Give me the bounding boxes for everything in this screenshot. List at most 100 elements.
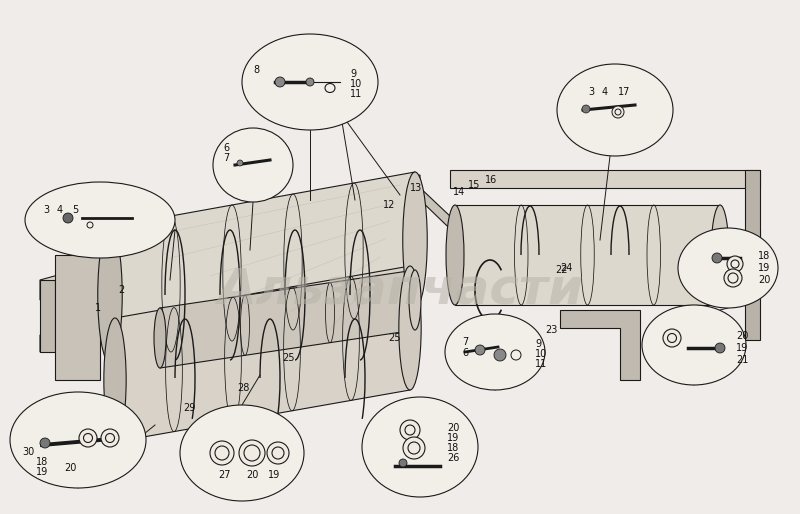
Text: 4: 4 [57, 205, 63, 215]
Text: 25: 25 [282, 353, 294, 363]
Text: 2: 2 [118, 285, 124, 295]
Polygon shape [40, 280, 55, 352]
Text: 19: 19 [447, 433, 459, 443]
Ellipse shape [405, 425, 415, 435]
Circle shape [399, 459, 407, 467]
Polygon shape [110, 172, 415, 363]
Ellipse shape [104, 318, 126, 442]
Ellipse shape [101, 429, 119, 447]
Ellipse shape [667, 334, 677, 342]
Text: 9: 9 [350, 69, 356, 79]
Text: 19: 19 [736, 343, 748, 353]
Ellipse shape [400, 420, 420, 440]
Ellipse shape [402, 172, 427, 308]
Text: 13: 13 [410, 183, 422, 193]
Ellipse shape [403, 437, 425, 459]
Text: 7: 7 [223, 153, 230, 163]
Ellipse shape [106, 433, 114, 443]
Ellipse shape [154, 308, 166, 368]
Text: 6: 6 [462, 348, 468, 358]
Text: 12: 12 [383, 200, 395, 210]
Text: 10: 10 [350, 79, 362, 89]
Circle shape [237, 160, 243, 166]
Text: 17: 17 [618, 87, 630, 97]
Ellipse shape [494, 349, 506, 361]
Text: 18: 18 [36, 457, 48, 467]
Text: 28: 28 [237, 383, 250, 393]
Ellipse shape [180, 405, 304, 501]
Text: 20: 20 [758, 275, 770, 285]
Text: 18: 18 [758, 251, 770, 261]
Text: 23: 23 [545, 325, 558, 335]
Text: 4: 4 [602, 87, 608, 97]
Text: 20: 20 [447, 423, 459, 433]
Circle shape [712, 253, 722, 263]
Polygon shape [455, 205, 720, 305]
Text: 26: 26 [447, 453, 459, 463]
Ellipse shape [83, 433, 93, 443]
Polygon shape [745, 170, 760, 340]
Polygon shape [55, 255, 100, 380]
Text: 20: 20 [736, 331, 748, 341]
Ellipse shape [306, 78, 314, 86]
Ellipse shape [446, 205, 464, 305]
Text: 15: 15 [468, 180, 480, 190]
Ellipse shape [727, 256, 743, 272]
Ellipse shape [244, 445, 260, 461]
Text: 24: 24 [560, 263, 572, 273]
Ellipse shape [272, 447, 284, 459]
Circle shape [40, 438, 50, 448]
Ellipse shape [242, 34, 378, 130]
Polygon shape [415, 183, 470, 248]
Ellipse shape [98, 227, 122, 363]
Text: 1: 1 [95, 303, 101, 313]
Circle shape [63, 213, 73, 223]
Text: 11: 11 [535, 359, 547, 369]
Text: 21: 21 [736, 355, 748, 365]
Ellipse shape [663, 329, 681, 347]
Text: 19: 19 [758, 263, 770, 273]
Text: 30: 30 [22, 447, 34, 457]
Text: 10: 10 [535, 349, 547, 359]
Text: 22: 22 [555, 265, 567, 275]
Ellipse shape [557, 64, 673, 156]
Ellipse shape [724, 269, 742, 287]
Text: 16: 16 [485, 175, 498, 185]
Text: 7: 7 [462, 337, 468, 347]
Ellipse shape [408, 442, 420, 454]
Ellipse shape [267, 442, 289, 464]
Polygon shape [450, 170, 760, 188]
Ellipse shape [409, 270, 421, 330]
Ellipse shape [79, 429, 97, 447]
Ellipse shape [10, 392, 146, 488]
Text: 3: 3 [588, 87, 594, 97]
Ellipse shape [678, 228, 778, 308]
Ellipse shape [642, 305, 746, 385]
Circle shape [715, 343, 725, 353]
Polygon shape [40, 175, 420, 300]
Ellipse shape [612, 106, 624, 118]
Ellipse shape [25, 182, 175, 258]
Polygon shape [40, 230, 420, 352]
Polygon shape [160, 270, 415, 368]
Ellipse shape [728, 273, 738, 283]
Circle shape [275, 77, 285, 87]
Ellipse shape [615, 109, 621, 115]
Ellipse shape [239, 440, 265, 466]
Polygon shape [450, 230, 760, 248]
Text: 9: 9 [535, 339, 541, 349]
Ellipse shape [362, 397, 478, 497]
Text: 5: 5 [72, 205, 78, 215]
Ellipse shape [213, 128, 293, 202]
Text: 19: 19 [36, 467, 48, 477]
Text: Альзапчасти: Альзапчасти [217, 266, 583, 314]
Text: 25: 25 [388, 333, 401, 343]
Ellipse shape [399, 266, 421, 390]
Circle shape [582, 105, 590, 113]
Ellipse shape [475, 345, 485, 355]
Text: 29: 29 [183, 403, 195, 413]
Text: 19: 19 [268, 470, 280, 480]
Polygon shape [650, 248, 700, 340]
Text: 14: 14 [453, 187, 466, 197]
Ellipse shape [731, 260, 739, 268]
